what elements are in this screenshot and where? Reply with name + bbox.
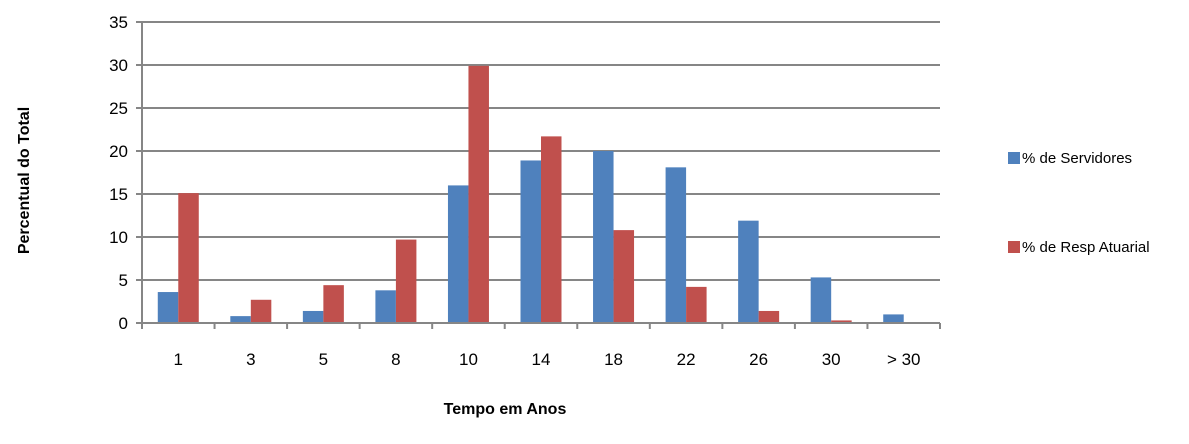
y-tick-label: 35	[109, 13, 128, 32]
bar	[593, 151, 614, 323]
axes	[136, 21, 941, 329]
bar	[686, 286, 707, 323]
x-axis-title: Tempo em Anos	[444, 401, 567, 418]
x-tick-label: 26	[749, 350, 768, 369]
x-tick-label: 5	[319, 350, 328, 369]
y-tick-label: 10	[109, 228, 128, 247]
x-tick-labels: 1 3 5 8 10 14 18 22 26 30 > 30	[174, 350, 921, 369]
bar	[323, 285, 344, 323]
x-tick-label: 22	[677, 350, 696, 369]
bar	[883, 314, 904, 323]
bar	[375, 290, 396, 323]
legend-swatch	[1008, 152, 1020, 164]
bar	[447, 185, 469, 323]
x-tick-label: 30	[822, 350, 841, 369]
legend-label: % de Resp Atuarial	[1022, 239, 1150, 256]
x-tick-label: 8	[391, 350, 400, 369]
y-tick-label: 30	[109, 56, 128, 75]
y-tick-label: 5	[119, 271, 128, 290]
bar	[541, 136, 562, 323]
y-tick-labels: 0 5 10 15 20 25 30 35	[109, 13, 128, 333]
bar	[230, 316, 251, 323]
bar	[302, 310, 324, 323]
bar	[810, 277, 832, 323]
bar	[468, 65, 489, 324]
bar	[178, 193, 199, 323]
legend-label: % de Servidores	[1022, 150, 1132, 167]
x-tick-label: 14	[532, 350, 551, 369]
bar	[665, 167, 687, 323]
y-tick-label: 25	[109, 99, 128, 118]
bar	[758, 310, 780, 323]
bar	[738, 220, 759, 323]
bar	[831, 320, 852, 323]
bar	[250, 299, 272, 323]
y-tick-label: 20	[109, 142, 128, 161]
x-tick-label: 10	[459, 350, 478, 369]
legend-swatch	[1008, 241, 1020, 253]
legend: % de Servidores % de Resp Atuarial	[1008, 150, 1150, 256]
x-tick-label: 1	[174, 350, 183, 369]
bar	[157, 292, 179, 323]
x-tick-label: 18	[604, 350, 623, 369]
bars	[157, 65, 904, 324]
bar	[613, 230, 635, 323]
y-tick-label: 0	[119, 314, 128, 333]
bar	[520, 160, 541, 323]
y-axis-title: Percentual do Total	[16, 107, 33, 254]
y-tick-label: 15	[109, 185, 128, 204]
bar	[395, 239, 417, 323]
x-tick-label: 3	[246, 350, 255, 369]
x-tick-label: > 30	[887, 350, 921, 369]
